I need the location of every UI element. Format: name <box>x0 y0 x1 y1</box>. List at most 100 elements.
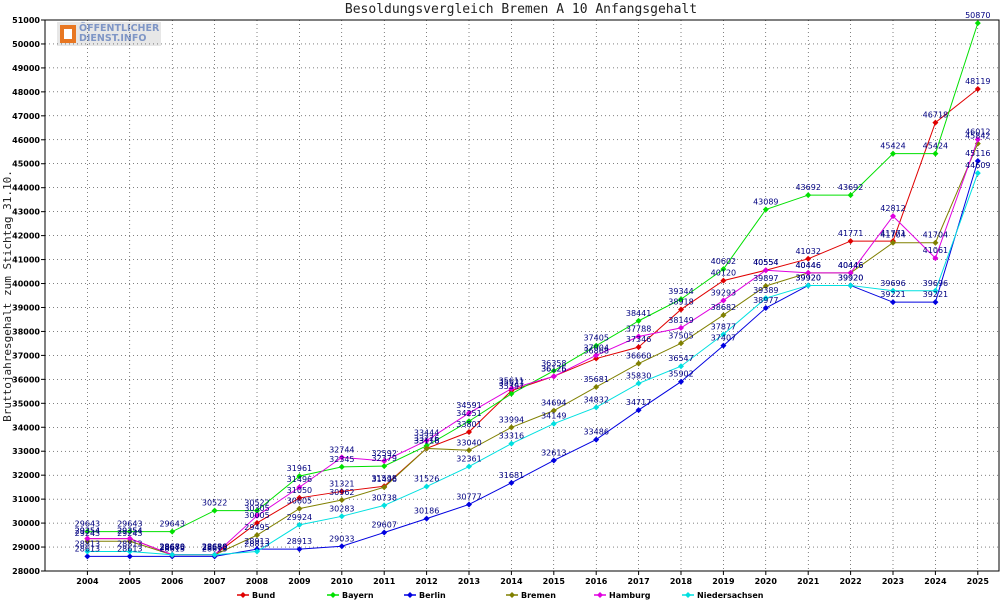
logo-text: ÖFFENTLICHER DIENST.INFO <box>79 24 159 44</box>
data-point <box>126 528 133 535</box>
data-label: 35830 <box>626 371 651 380</box>
x-tick-label: 2004 <box>76 577 99 586</box>
data-label: 48119 <box>965 77 990 86</box>
data-label: 32592 <box>371 449 396 458</box>
data-point <box>254 512 260 519</box>
logo-line-1: ÖFFENTLICHER <box>79 23 160 34</box>
data-point <box>338 513 345 520</box>
data-label: 34832 <box>583 395 608 404</box>
data-point <box>338 543 345 550</box>
data-label: 33994 <box>499 415 524 424</box>
x-tick-label: 2024 <box>924 577 947 586</box>
data-point <box>423 437 430 444</box>
data-label: 37788 <box>626 325 651 334</box>
data-label: 34149 <box>541 412 566 421</box>
data-point <box>296 494 303 501</box>
data-point <box>254 519 260 526</box>
data-point <box>847 282 854 289</box>
data-point <box>720 312 727 319</box>
data-label: 31961 <box>287 464 312 473</box>
x-tick-label: 2019 <box>712 577 735 586</box>
series-line-0 <box>87 88 979 556</box>
data-label: 29243 <box>75 529 100 538</box>
data-point <box>381 502 388 509</box>
data-point <box>550 367 557 374</box>
data-label: 29354 <box>75 527 100 536</box>
data-point <box>593 383 600 390</box>
series-line-3 <box>87 143 979 556</box>
data-point <box>338 488 345 495</box>
data-label: 28913 <box>244 537 269 546</box>
data-label: 34694 <box>541 399 566 408</box>
data-point <box>211 551 218 558</box>
series-line-5 <box>87 172 979 556</box>
x-tick-label: 2008 <box>246 577 269 586</box>
data-point <box>762 206 769 213</box>
data-label: 43089 <box>753 198 778 207</box>
x-tick-label: 2020 <box>755 577 778 586</box>
data-point <box>508 390 515 397</box>
legend-swatch-marker <box>509 592 515 598</box>
x-tick-label: 2013 <box>458 577 480 586</box>
x-tick-label: 2025 <box>967 577 990 586</box>
data-label: 41061 <box>923 246 948 255</box>
data-label: 36547 <box>668 354 693 363</box>
data-label: 40446 <box>795 261 820 270</box>
data-label: 33801 <box>456 420 481 429</box>
data-point <box>381 484 388 491</box>
data-point <box>254 548 260 555</box>
data-point <box>720 342 727 349</box>
logo: ÖFFENTLICHER DIENST.INFO <box>57 22 161 46</box>
data-point <box>254 507 260 514</box>
y-tick-label: 40000 <box>12 280 40 289</box>
data-point <box>932 119 939 126</box>
x-tick-label: 2010 <box>331 577 354 586</box>
data-label: 28680 <box>202 543 227 552</box>
data-label: 29243 <box>117 529 142 538</box>
data-point <box>593 404 600 411</box>
y-tick-label: 30000 <box>12 519 40 528</box>
data-label: 28613 <box>202 544 227 553</box>
data-label: 38918 <box>668 297 693 306</box>
data-label: 38682 <box>711 303 736 312</box>
x-tick-label: 2007 <box>203 577 225 586</box>
data-point <box>296 484 303 491</box>
data-point <box>84 553 91 560</box>
y-tick-label: 47000 <box>12 112 40 121</box>
series-line-2 <box>87 160 979 557</box>
data-label: 40602 <box>711 257 736 266</box>
data-label: 30962 <box>329 488 354 497</box>
data-point <box>296 473 303 480</box>
data-label: 35681 <box>583 375 608 384</box>
data-label: 29495 <box>244 523 269 532</box>
data-point <box>974 170 981 177</box>
data-point <box>338 463 345 470</box>
logo-line-2: DIENST.INFO <box>79 33 147 44</box>
data-label: 36126 <box>541 364 566 373</box>
data-label: 33444 <box>414 429 439 438</box>
data-label: 33226 <box>414 434 439 443</box>
data-label: 33116 <box>414 436 439 445</box>
grid <box>45 20 999 571</box>
data-label: 32613 <box>541 448 566 457</box>
data-point <box>762 267 769 274</box>
y-tick-label: 46000 <box>12 136 40 145</box>
data-label: 30605 <box>287 497 312 506</box>
data-point <box>550 407 557 414</box>
data-label: 39221 <box>880 290 905 299</box>
data-point <box>678 324 684 331</box>
data-point <box>974 136 981 143</box>
data-label: 38977 <box>753 296 778 305</box>
data-point <box>678 363 684 370</box>
data-label: 32361 <box>456 455 481 464</box>
data-label: 45842 <box>965 132 990 141</box>
data-label: 28813 <box>117 540 142 549</box>
data-label: 32744 <box>329 445 354 454</box>
data-label: 36125 <box>541 364 566 373</box>
data-label: 41771 <box>838 229 863 238</box>
data-label: 39920 <box>838 273 863 282</box>
data-label: 39897 <box>753 274 778 283</box>
data-label: 33486 <box>583 428 608 437</box>
data-point <box>932 239 939 246</box>
